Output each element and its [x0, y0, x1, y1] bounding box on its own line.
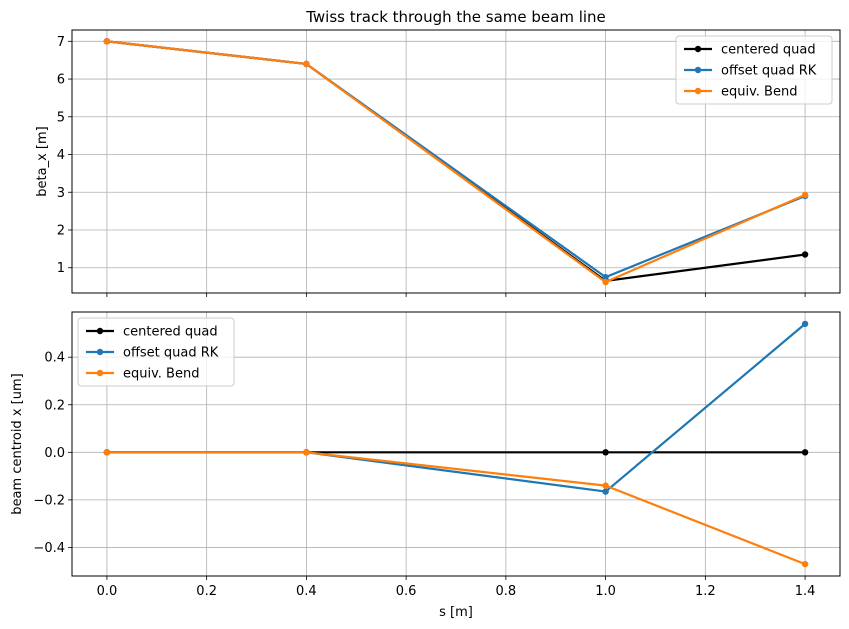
y-tick-label: 2 — [57, 223, 65, 238]
data-point — [801, 191, 809, 199]
data-point — [602, 273, 609, 281]
series-line-3 — [106, 451, 806, 566]
x-tick-label: 0.0 — [97, 584, 118, 599]
data-point — [602, 449, 609, 456]
legend-label: equiv. Bend — [721, 85, 797, 100]
data-point — [602, 278, 609, 286]
y-tick-label: 0.0 — [44, 446, 65, 461]
data-point — [801, 320, 809, 328]
data-point — [602, 488, 609, 495]
legend-label: offset quad RK — [721, 64, 817, 79]
y-tick-label: 1 — [57, 261, 65, 276]
x-tick-label: 1.4 — [795, 584, 816, 599]
data-point — [801, 560, 809, 568]
y-tick-label: 4 — [57, 148, 65, 163]
data-point — [602, 482, 609, 489]
y-axis-label: beta_x [m] — [35, 126, 50, 196]
x-tick-label: 0.8 — [496, 584, 517, 599]
x-tick-label: 0.6 — [396, 584, 417, 599]
y-tick-label: 5 — [57, 110, 65, 125]
legend: centered quad offset quad RK equiv. Bend — [77, 317, 235, 387]
legend-label: equiv. Bend — [123, 367, 199, 382]
x-tick-label: 0.4 — [296, 584, 317, 599]
x-tick-label: 0.2 — [196, 584, 217, 599]
y-tick-label: −0.2 — [33, 493, 65, 508]
y-tick-label: 6 — [57, 73, 65, 88]
y-axis-label: beam centroid x [um] — [10, 373, 25, 514]
axes-frame — [71, 311, 841, 577]
data-point — [303, 449, 310, 456]
y-tick-label: 0.4 — [44, 351, 65, 366]
x-tick-label: 1.0 — [595, 584, 616, 599]
legend-swatch-marker — [96, 369, 104, 377]
data-point — [103, 449, 111, 456]
x-axis-label: s [m] — [439, 605, 473, 620]
legend-label: offset quad RK — [123, 346, 219, 361]
y-tick-label: 7 — [57, 35, 65, 50]
data-point — [103, 38, 111, 45]
series-line-3 — [106, 40, 806, 284]
legend-label: centered quad — [123, 325, 218, 340]
legend-label: centered quad — [721, 43, 816, 58]
y-tick-label: 0.2 — [44, 398, 65, 413]
data-point — [303, 60, 310, 68]
chart-panel-1: 1 2 3 4 5 6 7 Twiss track through the same beam… — [35, 8, 841, 297]
chart-title: Twiss track through the same beam line — [305, 8, 606, 26]
x-tick-label: 1.2 — [695, 584, 716, 599]
legend-swatch-marker — [694, 66, 702, 74]
legend-swatch-marker — [694, 87, 702, 95]
legend-swatch-marker — [96, 348, 104, 356]
data-point — [801, 449, 809, 456]
legend-swatch-marker — [96, 327, 104, 335]
legend-box — [77, 317, 235, 387]
y-tick-label: −0.4 — [33, 541, 65, 556]
y-tick-label: 3 — [57, 186, 65, 201]
chart-panel-2: 0.0 0.2 0.4 0.6 0.8 1.0 1.2 1.4 −0.4 −0.2 0.0 0.2 0.… — [10, 311, 841, 620]
legend: centered quad offset quad RK equiv. Bend — [675, 35, 833, 105]
legend-box — [675, 35, 833, 105]
data-point — [801, 251, 809, 258]
legend-swatch-marker — [694, 45, 702, 53]
axes-frame — [71, 29, 841, 294]
